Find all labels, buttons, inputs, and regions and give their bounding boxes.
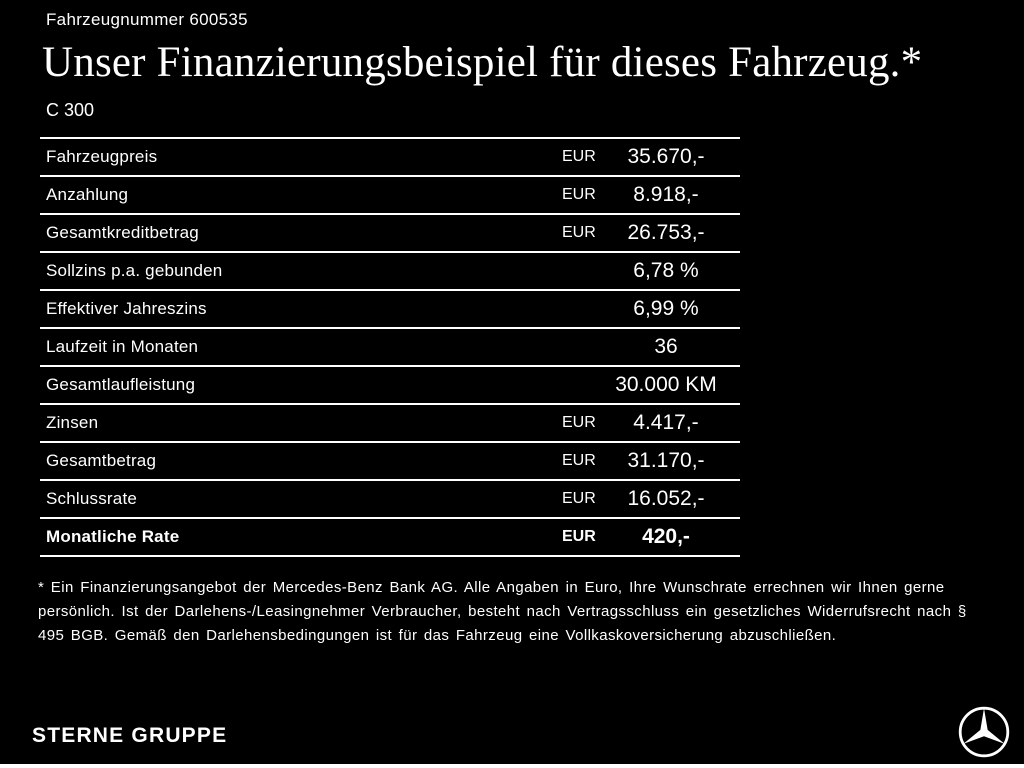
- row-currency: EUR: [562, 414, 596, 431]
- row-label: Laufzeit in Monaten: [46, 337, 199, 356]
- table-row: Gesamtkreditbetrag EUR 26.753,-: [40, 215, 740, 253]
- row-currency: EUR: [562, 186, 596, 203]
- row-label: Gesamtbetrag: [46, 451, 157, 470]
- row-value: 30.000 KM: [615, 373, 717, 396]
- row-value: 16.052,-: [627, 487, 705, 510]
- row-label: Anzahlung: [46, 185, 129, 204]
- table-row: Effektiver Jahreszins 6,99 %: [40, 291, 740, 329]
- legal-footnote: * Ein Finanzierungsangebot der Mercedes-…: [38, 579, 967, 644]
- bottom-divider: [0, 764, 1024, 768]
- page-title: Unser Finanzierungsbeispiel für dieses F…: [42, 39, 923, 86]
- row-label: Effektiver Jahreszins: [46, 299, 207, 318]
- row-label: Gesamtkreditbetrag: [46, 223, 199, 242]
- row-currency: EUR: [562, 452, 596, 469]
- row-value: 6,78 %: [633, 259, 699, 282]
- table-row: Zinsen EUR 4.417,-: [40, 405, 740, 443]
- table-row: Sollzins p.a. gebunden 6,78 %: [40, 253, 740, 291]
- finance-table-body: Fahrzeugpreis EUR 35.670,- Anzahlung EUR…: [40, 139, 740, 557]
- row-label: Zinsen: [46, 413, 99, 432]
- row-label: Sollzins p.a. gebunden: [46, 261, 223, 280]
- row-value: 31.170,-: [627, 449, 705, 472]
- row-value: 420,-: [642, 525, 690, 548]
- table-row: Schlussrate EUR 16.052,-: [40, 481, 740, 519]
- row-currency: EUR: [562, 148, 596, 165]
- table-row: Gesamtlaufleistung 30.000 KM: [40, 367, 740, 405]
- row-value: 36: [654, 335, 678, 358]
- row-label: Schlussrate: [46, 489, 138, 508]
- table-row: Monatliche Rate EUR 420,-: [40, 519, 740, 557]
- row-value: 35.670,-: [627, 145, 705, 168]
- row-value: 6,99 %: [633, 297, 699, 320]
- row-value: 26.753,-: [627, 221, 705, 244]
- vehicle-model: C 300: [46, 100, 95, 120]
- mercedes-benz-star-icon: [958, 706, 1010, 758]
- table-row: Gesamtbetrag EUR 31.170,-: [40, 443, 740, 481]
- row-value: 8.918,-: [633, 183, 699, 206]
- table-row: Anzahlung EUR 8.918,-: [40, 177, 740, 215]
- table-row: Laufzeit in Monaten 36: [40, 329, 740, 367]
- row-currency: EUR: [562, 490, 596, 507]
- row-label: Fahrzeugpreis: [46, 147, 158, 166]
- finance-table: Fahrzeugpreis EUR 35.670,- Anzahlung EUR…: [40, 137, 740, 557]
- row-currency: EUR: [562, 528, 596, 545]
- dealer-brand-name: STERNE GRUPPE: [32, 724, 228, 747]
- row-currency: EUR: [562, 224, 596, 241]
- row-label: Monatliche Rate: [46, 527, 180, 546]
- row-value: 4.417,-: [633, 411, 699, 434]
- table-row: Fahrzeugpreis EUR 35.670,-: [40, 139, 740, 177]
- vehicle-number: Fahrzeugnummer 600535: [46, 10, 248, 29]
- row-label: Gesamtlaufleistung: [46, 375, 196, 394]
